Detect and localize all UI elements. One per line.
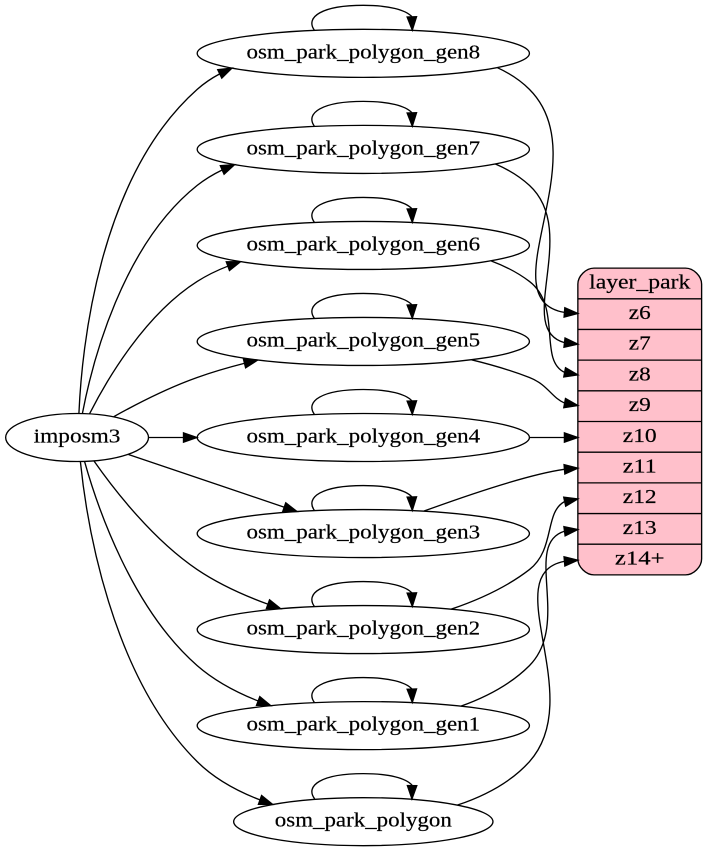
- svg-text:z14+: z14+: [615, 548, 665, 570]
- svg-text:z11: z11: [623, 456, 657, 478]
- svg-text:osm_park_polygon_gen7: osm_park_polygon_gen7: [246, 137, 480, 159]
- svg-text:osm_park_polygon: osm_park_polygon: [275, 810, 452, 832]
- svg-text:osm_park_polygon_gen6: osm_park_polygon_gen6: [246, 233, 480, 255]
- svg-text:z8: z8: [629, 363, 651, 385]
- svg-text:osm_park_polygon_gen5: osm_park_polygon_gen5: [246, 329, 480, 351]
- svg-text:osm_park_polygon_gen2: osm_park_polygon_gen2: [246, 618, 480, 640]
- svg-text:z9: z9: [629, 394, 651, 416]
- svg-text:z13: z13: [623, 517, 657, 539]
- svg-text:z12: z12: [623, 486, 657, 508]
- svg-text:osm_park_polygon_gen1: osm_park_polygon_gen1: [246, 714, 480, 736]
- svg-text:z7: z7: [629, 333, 651, 355]
- svg-text:osm_park_polygon_gen4: osm_park_polygon_gen4: [246, 426, 480, 448]
- svg-text:layer_park: layer_park: [589, 271, 691, 293]
- svg-text:osm_park_polygon_gen8: osm_park_polygon_gen8: [246, 41, 480, 63]
- svg-text:z6: z6: [629, 302, 651, 324]
- svg-text:osm_park_polygon_gen3: osm_park_polygon_gen3: [246, 522, 480, 544]
- svg-text:z10: z10: [623, 425, 657, 447]
- svg-text:imposm3: imposm3: [34, 426, 121, 448]
